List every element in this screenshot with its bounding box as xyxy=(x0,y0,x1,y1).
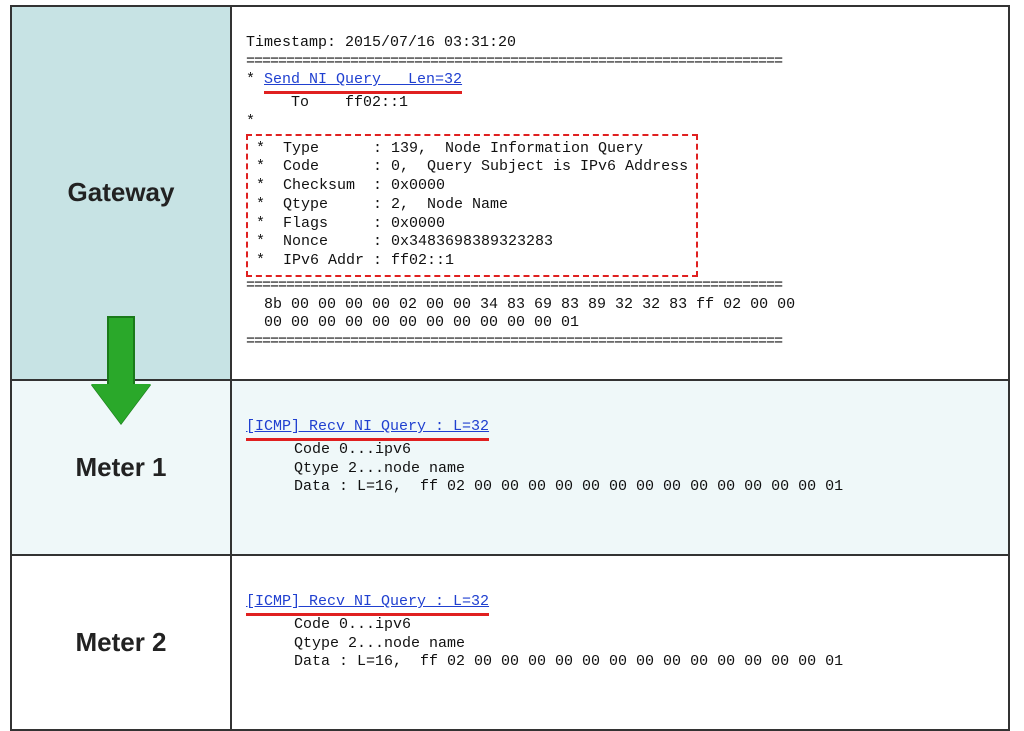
to-line: To ff02::1 xyxy=(246,94,408,111)
pkt-ipv6: * IPv6 Addr : ff02::1 xyxy=(256,252,454,269)
meter1-header: [ICMP] Recv NI Query : L=32 xyxy=(246,418,489,441)
meter2-code: Code 0...ipv6 xyxy=(246,616,994,635)
divider-bottom: ========================================… xyxy=(246,333,782,350)
label-cell-meter2: Meter 2 xyxy=(11,555,231,730)
pkt-nonce: * Nonce : 0x3483698389323283 xyxy=(256,233,553,250)
hex-line-2: 00 00 00 00 00 00 00 00 00 00 00 01 xyxy=(246,314,579,331)
hex-line-1: 8b 00 00 00 00 02 00 00 34 83 69 83 89 3… xyxy=(246,296,795,313)
meter2-label: Meter 2 xyxy=(75,627,166,657)
label-cell-gateway: Gateway xyxy=(11,6,231,380)
meter2-data: Data : L=16, ff 02 00 00 00 00 00 00 00 … xyxy=(246,653,994,672)
gateway-label: Gateway xyxy=(68,177,175,207)
packet-details-box: * Type : 139, Node Information Query * C… xyxy=(246,134,698,277)
meter1-qtype: Qtype 2...node name xyxy=(246,460,994,479)
packet-table: Gateway Timestamp: 2015/07/16 03:31:20 =… xyxy=(10,5,1010,731)
divider-top: ========================================… xyxy=(246,53,782,70)
arrow-down-icon xyxy=(91,316,151,424)
pkt-type: * Type : 139, Node Information Query xyxy=(256,140,643,157)
pkt-qtype: * Qtype : 2, Node Name xyxy=(256,196,508,213)
pkt-flags: * Flags : 0x0000 xyxy=(256,215,445,232)
content-meter2: [ICMP] Recv NI Query : L=32 Code 0...ipv… xyxy=(231,555,1009,730)
meter1-label: Meter 1 xyxy=(75,452,166,482)
content-meter1: [ICMP] Recv NI Query : L=32 Code 0...ipv… xyxy=(231,380,1009,555)
row-meter2: Meter 2 [ICMP] Recv NI Query : L=32 Code… xyxy=(11,555,1009,730)
meter1-code: Code 0...ipv6 xyxy=(246,441,994,460)
row-gateway: Gateway Timestamp: 2015/07/16 03:31:20 =… xyxy=(11,6,1009,380)
timestamp-line: Timestamp: 2015/07/16 03:31:20 xyxy=(246,34,516,51)
meter2-header: [ICMP] Recv NI Query : L=32 xyxy=(246,593,489,616)
row-meter1: Meter 1 [ICMP] Recv NI Query : L=32 Code… xyxy=(11,380,1009,555)
pkt-code: * Code : 0, Query Subject is IPv6 Addres… xyxy=(256,158,688,175)
divider-mid: ========================================… xyxy=(246,277,782,294)
content-gateway: Timestamp: 2015/07/16 03:31:20 =========… xyxy=(231,6,1009,380)
pkt-checksum: * Checksum : 0x0000 xyxy=(256,177,445,194)
meter1-data: Data : L=16, ff 02 00 00 00 00 00 00 00 … xyxy=(246,478,994,497)
send-ni-query-line: Send NI Query Len=32 xyxy=(264,71,462,94)
meter2-qtype: Qtype 2...node name xyxy=(246,635,994,654)
